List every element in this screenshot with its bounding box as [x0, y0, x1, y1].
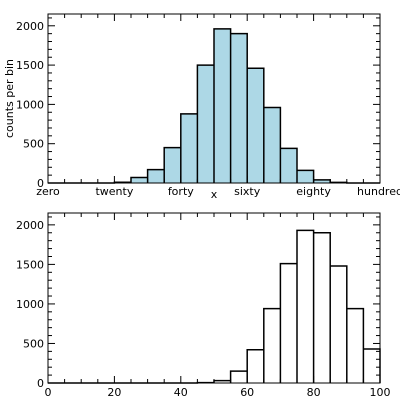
- top-y-axis-label: counts per bin: [3, 59, 16, 138]
- top-bar-10: [280, 148, 297, 183]
- bottom-bar-10: [363, 349, 380, 383]
- top-bar-3: [164, 147, 181, 183]
- bottom-histogram-outline: [48, 229, 381, 384]
- bottom-bar-8: [330, 266, 347, 383]
- top-x-tick-label: zero: [36, 185, 60, 198]
- top-bar-4: [180, 113, 198, 183]
- bottom-y-tick-labels: 0 500 1000 1500 2000: [16, 219, 44, 390]
- bottom-y-tick-label: 2000: [16, 219, 44, 232]
- bottom-x-tick-label: 80: [307, 386, 321, 399]
- top-bar-12: [313, 179, 331, 183]
- top-histogram-outline: [48, 28, 380, 184]
- top-x-tick-label: sixty: [234, 185, 261, 198]
- bottom-y-tick-label: 1500: [16, 258, 44, 271]
- bottom-bar-2: [231, 371, 248, 383]
- bottom-bar-7: [314, 233, 331, 383]
- top-bar-8: [247, 68, 264, 183]
- bottom-bar-4: [264, 309, 281, 383]
- bottom-x-tick-label: 20: [107, 386, 121, 399]
- top-histogram-bins: [114, 28, 347, 184]
- bottom-bar-9: [347, 309, 364, 383]
- bottom-bar-3: [247, 350, 264, 383]
- top-bar-9: [263, 107, 281, 183]
- top-bar-6: [214, 28, 231, 184]
- bottom-x-tick-labels: 0 20 40 60 80 100: [45, 386, 391, 399]
- top-bar-7: [230, 33, 248, 184]
- top-y-tick-label: 1000: [16, 98, 44, 111]
- top-x-tick-labels: zero twenty forty sixty eighty hundred: [36, 185, 400, 198]
- top-y-tick-label: 500: [23, 138, 44, 151]
- top-tick-marks: [47, 14, 381, 184]
- bottom-x-tick-label: 100: [370, 386, 391, 399]
- bottom-histogram-bins: [197, 230, 380, 383]
- bottom-x-tick-label: 0: [45, 386, 52, 399]
- top-bar-1: [131, 177, 148, 183]
- top-x-tick-label: forty: [168, 185, 194, 198]
- top-y-tick-label: 1500: [16, 59, 44, 72]
- top-x-axis-label: x: [211, 188, 218, 201]
- bottom-bar-6: [297, 230, 314, 383]
- top-bar-11: [297, 170, 314, 183]
- top-y-tick-label: 0: [37, 177, 44, 190]
- bottom-x-tick-label: 60: [240, 386, 254, 399]
- top-y-tick-label: 2000: [16, 20, 44, 33]
- bottom-bar-5: [280, 264, 297, 383]
- top-bar-2: [147, 169, 165, 183]
- top-y-tick-labels: 0 500 1000 1500 2000: [16, 20, 44, 190]
- bottom-tick-marks: [47, 213, 381, 384]
- top-x-tick-label: hundred: [357, 185, 400, 198]
- bottom-y-tick-label: 500: [23, 337, 44, 350]
- bottom-x-tick-label: 40: [174, 386, 188, 399]
- bottom-y-tick-label: 1000: [16, 298, 44, 311]
- bottom-histogram-panel: 0 20 40 60 80 100 0 500 1000 1500 2000: [16, 212, 391, 399]
- top-histogram-panel: zero twenty forty sixty eighty hundred 0 500 10…: [3, 13, 400, 201]
- top-x-tick-label: eighty: [296, 185, 331, 198]
- bottom-y-tick-label: 0: [37, 377, 44, 390]
- top-x-tick-label: twenty: [95, 185, 133, 198]
- top-bar-5: [197, 65, 214, 183]
